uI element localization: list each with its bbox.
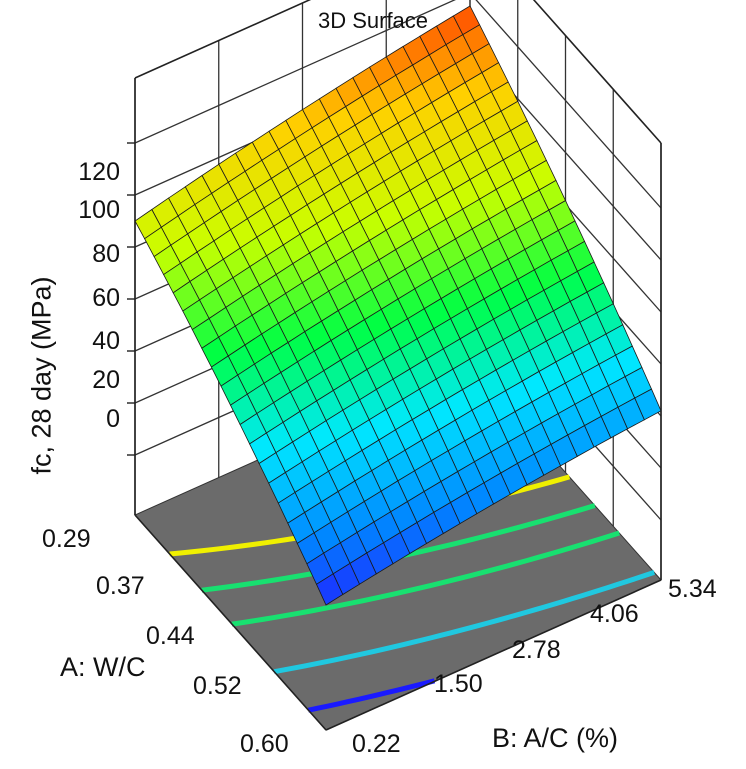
chart-title: 3D Surface bbox=[317, 8, 429, 33]
a-axis-tick: 0.29 bbox=[42, 525, 91, 553]
axis-edge bbox=[325, 579, 662, 731]
grid-line bbox=[134, 0, 456, 144]
z-axis-label: fc, 28 day (MPa) bbox=[26, 276, 57, 475]
contour-line bbox=[231, 530, 621, 627]
b-axis-tick: 2.78 bbox=[512, 636, 561, 664]
response-surface bbox=[134, 5, 662, 606]
z-tick: 60 bbox=[92, 284, 120, 312]
b-axis-tick: 0.22 bbox=[352, 730, 401, 758]
axis-edge bbox=[134, 0, 312, 79]
a-axis-tick: 0.44 bbox=[146, 622, 195, 650]
b-axis-tick: 5.34 bbox=[668, 575, 717, 603]
axis-edge bbox=[134, 514, 327, 731]
b-axis-tick: 1.50 bbox=[434, 670, 483, 698]
surface-cell bbox=[315, 573, 344, 606]
a-axis-label: A: W/C bbox=[60, 652, 146, 682]
a-axis-tick: 0.60 bbox=[240, 730, 289, 758]
b-axis-label: B: A/C (%) bbox=[492, 723, 619, 753]
grid-line bbox=[475, 0, 662, 209]
axis-frame bbox=[127, 0, 662, 731]
z-tick: 20 bbox=[92, 366, 120, 394]
axis-edge bbox=[532, 0, 662, 144]
contour-line bbox=[307, 678, 436, 713]
z-tick: 0 bbox=[106, 405, 120, 433]
z-tick: 120 bbox=[78, 158, 120, 186]
contour-line bbox=[273, 570, 656, 675]
a-axis-tick: 0.37 bbox=[96, 572, 145, 600]
a-axis-tick: 0.52 bbox=[193, 672, 242, 700]
z-tick: 40 bbox=[92, 327, 120, 355]
z-tick: 100 bbox=[78, 196, 120, 224]
b-axis-tick: 4.06 bbox=[590, 600, 639, 628]
z-tick: 80 bbox=[92, 240, 120, 268]
